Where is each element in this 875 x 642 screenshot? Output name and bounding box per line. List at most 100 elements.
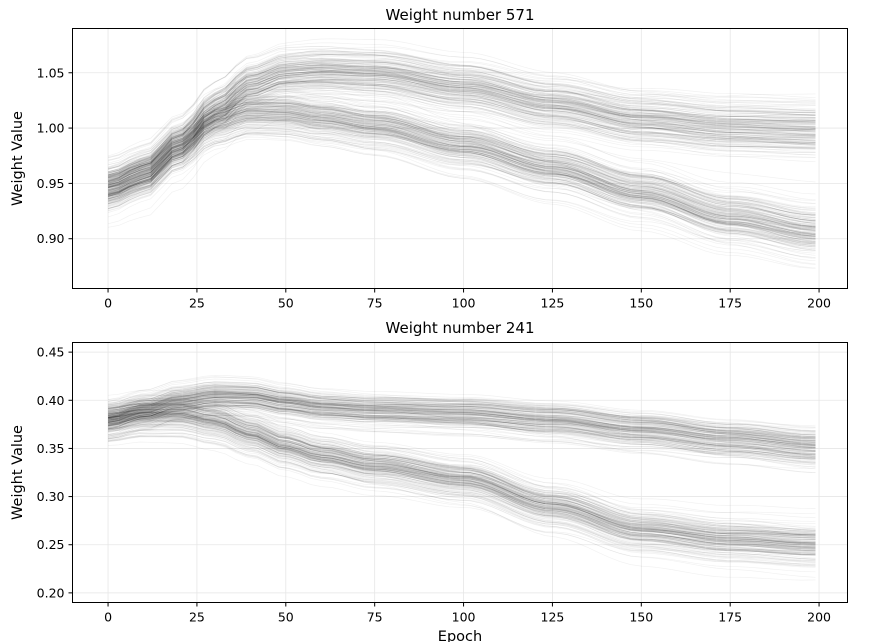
weight-trace-cluster-1	[108, 75, 816, 201]
weight-trace-cluster-1	[108, 78, 816, 203]
weight-trace-cluster-1	[108, 61, 816, 179]
weight-trace-cluster-1	[108, 79, 816, 188]
weight-trace-cluster-1	[108, 413, 816, 473]
weight-trace-cluster-2	[108, 424, 816, 548]
axis-ticks: 0 25 50 75 100 125 150 175 200 0.90 0.95 1.00 1.05	[37, 65, 831, 310]
weight-trace-cluster-1	[108, 61, 816, 191]
weight-trace-cluster-1	[108, 390, 816, 447]
weight-trace-cluster-2	[107, 113, 816, 229]
weight-trace-cluster-1	[108, 81, 816, 179]
weight-trace-cluster-1	[108, 376, 816, 432]
weight-trace-cluster-2	[107, 120, 816, 238]
weight-trace-cluster-1	[108, 74, 816, 194]
weight-trace-cluster-1	[108, 396, 816, 447]
weight-trace-cluster-2	[107, 106, 816, 236]
weight-trace-cluster-2	[108, 432, 816, 561]
weight-trace-cluster-1	[108, 63, 816, 182]
weight-trace-cluster-2	[108, 394, 816, 514]
x-tick-label: 0	[104, 296, 112, 311]
chart-panel-weight-241: 0 25 50 75 100 125 150 175 200 0.20 0.25 0.30 0.35 0.…	[10, 319, 848, 642]
weight-trace-cluster-2	[108, 429, 816, 567]
weight-trace-cluster-2	[108, 419, 816, 548]
chart-title: Weight number 241	[386, 319, 535, 337]
weight-trace-cluster-2	[108, 116, 816, 231]
weight-trace-cluster-1	[108, 69, 816, 186]
weight-trace-cluster-2	[108, 416, 816, 553]
weight-trace-cluster-1	[108, 394, 816, 443]
weight-trace-cluster-2	[108, 108, 816, 229]
weight-trace-cluster-1	[108, 82, 816, 192]
weight-trace-cluster-1	[108, 388, 816, 446]
weight-trace-cluster-1	[108, 409, 816, 457]
weight-trace-cluster-2	[108, 414, 816, 536]
weight-trace-cluster-1	[108, 67, 816, 182]
weight-trace-cluster-2	[108, 115, 816, 235]
weight-trace-cluster-1	[108, 397, 816, 465]
weight-trace-cluster-2	[108, 101, 816, 222]
weight-trace-cluster-2	[108, 422, 816, 555]
weight-trace-cluster-1	[108, 67, 816, 195]
weight-trace-cluster-1	[108, 392, 816, 464]
weight-trace-cluster-2	[107, 103, 816, 212]
weight-trace-cluster-1	[108, 395, 816, 451]
weight-trace-cluster-1	[108, 397, 816, 438]
weight-trace-cluster-2	[107, 110, 816, 238]
weight-trace-cluster-1	[108, 390, 816, 438]
weight-trace-cluster-2	[108, 411, 816, 539]
weight-trace-cluster-1	[108, 407, 816, 470]
weight-trace-cluster-1	[108, 392, 816, 443]
weight-trace-cluster-2	[108, 413, 816, 549]
weight-trace-cluster-2	[108, 424, 816, 548]
weight-trace-cluster-2	[108, 424, 816, 548]
weight-trace-cluster-2	[107, 88, 816, 216]
weight-trace-cluster-2	[108, 402, 816, 530]
weight-trace-cluster-1	[108, 393, 816, 438]
weight-trace-cluster-2	[108, 110, 816, 217]
weight-trace-cluster-2	[107, 121, 816, 245]
weight-trace-cluster-1	[108, 396, 816, 445]
weight-trace-cluster-2	[107, 89, 816, 201]
weight-trace-cluster-2	[108, 408, 816, 537]
weight-trace-cluster-1	[108, 58, 816, 180]
weight-trace-cluster-2	[108, 99, 816, 225]
weight-trace-cluster-1	[108, 52, 816, 173]
weight-trace-cluster-1	[108, 76, 816, 196]
weight-trace-cluster-2	[108, 415, 816, 542]
weight-trace-cluster-1	[108, 70, 816, 189]
x-tick-label: 100	[452, 296, 476, 311]
weight-trace-cluster-1	[107, 76, 816, 197]
weight-trace-cluster-2	[107, 100, 816, 218]
weight-trace-cluster-1	[108, 392, 816, 440]
weight-trace-cluster-1	[108, 90, 816, 211]
weight-trace-cluster-1	[108, 381, 816, 436]
weight-trace-cluster-1	[108, 414, 816, 474]
chart-title: Weight number 571	[386, 6, 535, 24]
weight-trace-cluster-1	[108, 393, 816, 443]
weight-trace-cluster-1	[108, 74, 816, 192]
weight-trace-cluster-2	[108, 105, 816, 226]
weight-trace-cluster-2	[108, 405, 816, 545]
weight-trace-cluster-2	[108, 436, 816, 567]
weight-trace-cluster-1	[108, 391, 816, 446]
weight-trace-cluster-1	[108, 78, 816, 189]
weight-trace-cluster-1	[108, 392, 816, 436]
weight-trace-cluster-2	[108, 403, 816, 539]
weight-trace-cluster-1	[108, 393, 816, 443]
weight-trace-cluster-1	[108, 79, 816, 203]
weight-trace-cluster-1	[108, 397, 816, 458]
weight-trace-cluster-1	[108, 397, 816, 446]
weight-trace-cluster-1	[108, 390, 816, 453]
weight-trace-cluster-2	[108, 411, 816, 548]
weight-trace-cluster-1	[108, 404, 816, 452]
weight-trace-cluster-2	[108, 420, 816, 546]
weight-trace-cluster-1	[108, 405, 816, 456]
weight-trace-cluster-1	[108, 390, 816, 446]
weight-trace-cluster-2	[108, 111, 816, 227]
weight-trace-cluster-2	[108, 414, 816, 543]
weight-trace-cluster-2	[108, 410, 816, 539]
weight-trace-cluster-1	[108, 390, 816, 441]
y-tick-label: 1.05	[37, 65, 65, 80]
weight-trace-cluster-1	[108, 397, 816, 450]
weight-trace-cluster-1	[108, 399, 816, 449]
weight-trace-cluster-2	[108, 414, 816, 546]
